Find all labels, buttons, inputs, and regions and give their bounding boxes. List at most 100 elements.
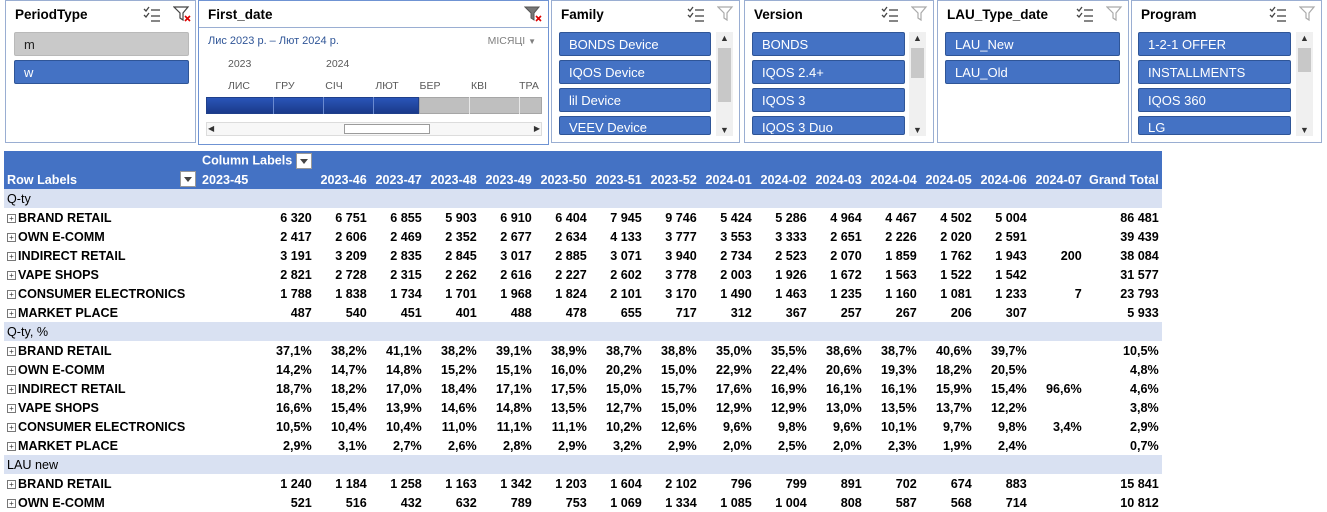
slicer-item[interactable]: LAU_New xyxy=(945,32,1120,56)
pivot-table: Column Labels Row Labels 2023-45 2023-46 2… xyxy=(4,151,1162,512)
scroll-left-icon[interactable]: ◀ xyxy=(208,124,215,133)
row-label: MARKET PLACE xyxy=(18,438,119,453)
value-cell: 15,2% xyxy=(441,362,477,377)
value-cell: 2 734 xyxy=(720,248,752,263)
value-cell: 39,7% xyxy=(991,343,1027,358)
slicer-item[interactable]: LAU_Old xyxy=(945,60,1120,84)
expand-icon[interactable]: + xyxy=(7,365,16,375)
slicer-item[interactable]: m xyxy=(14,32,189,56)
expand-icon[interactable]: + xyxy=(7,479,16,489)
expand-icon[interactable]: + xyxy=(7,346,16,356)
scrollbar[interactable]: ▲ ▼ xyxy=(909,32,926,136)
value-cell: 2 101 xyxy=(610,286,642,301)
value-cell: 39,1% xyxy=(496,343,532,358)
clear-filter-icon[interactable] xyxy=(1106,5,1124,23)
scroll-thumb[interactable] xyxy=(911,48,924,78)
expand-icon[interactable]: + xyxy=(7,422,16,432)
value-cell: 15,0% xyxy=(661,362,697,377)
section-fill xyxy=(534,189,590,208)
multi-select-icon[interactable] xyxy=(881,5,899,23)
expand-icon[interactable]: + xyxy=(7,251,16,261)
section-fill xyxy=(369,455,425,474)
scroll-up-icon[interactable]: ▲ xyxy=(720,33,729,43)
row-labels-header[interactable]: Row Labels xyxy=(4,170,199,189)
value-cell: 3 017 xyxy=(500,248,532,263)
slicer-item[interactable]: BONDS xyxy=(752,32,905,56)
scroll-thumb[interactable] xyxy=(718,48,731,102)
value-cell: 14,2% xyxy=(276,362,312,377)
value-cell: 1 943 xyxy=(995,248,1027,263)
slicer-item[interactable]: IQOS 3 Duo xyxy=(752,116,905,135)
expand-icon[interactable]: + xyxy=(7,289,16,299)
value-cell: 2 020 xyxy=(940,229,972,244)
expand-icon[interactable]: + xyxy=(7,270,16,280)
expand-icon[interactable]: + xyxy=(7,213,16,223)
slicer-item[interactable]: VEEV Device xyxy=(559,116,711,135)
section-fill xyxy=(1029,322,1085,341)
expand-icon[interactable]: + xyxy=(7,498,16,508)
value-cell: 487 xyxy=(290,305,312,320)
scroll-down-icon[interactable]: ▼ xyxy=(1300,125,1309,135)
row-label: VAPE SHOPS xyxy=(18,267,99,282)
column-filter-dropdown-icon[interactable] xyxy=(295,152,312,169)
expand-icon[interactable]: + xyxy=(7,308,16,318)
slicer-item[interactable]: IQOS 360 xyxy=(1138,88,1291,112)
scroll-up-icon[interactable]: ▲ xyxy=(913,33,922,43)
row-label: BRAND RETAIL xyxy=(18,476,112,491)
section-fill xyxy=(534,322,590,341)
timeline-selected-range[interactable] xyxy=(206,97,419,114)
clear-filter-icon[interactable] xyxy=(1299,5,1317,23)
value-cell: 1 004 xyxy=(775,495,807,510)
value-cell: 15 841 xyxy=(1120,476,1159,491)
timeline-unselected-range[interactable] xyxy=(419,97,542,114)
row-label-cell: + OWN E-COMM xyxy=(4,493,199,512)
value-cell: 0,7% xyxy=(1130,438,1159,453)
slicer-item[interactable]: IQOS 3 xyxy=(752,88,905,112)
slicer-item[interactable]: 1-2-1 OFFER xyxy=(1138,32,1291,56)
slicer-item[interactable]: INSTALLMENTS xyxy=(1138,60,1291,84)
expand-icon[interactable]: + xyxy=(7,232,16,242)
section-fill xyxy=(699,322,755,341)
value-cell: 41,1% xyxy=(386,343,422,358)
column-labels-header[interactable]: Column Labels xyxy=(199,151,315,170)
section-fill xyxy=(479,322,535,341)
expand-icon[interactable]: + xyxy=(7,403,16,413)
slicer-item[interactable]: IQOS 2.4+ xyxy=(752,60,905,84)
slicer-item[interactable]: lil Device xyxy=(559,88,711,112)
expand-icon[interactable]: + xyxy=(7,441,16,451)
value-cell: 13,0% xyxy=(826,400,862,415)
clear-filter-icon[interactable] xyxy=(717,5,735,23)
multi-select-icon[interactable] xyxy=(1076,5,1094,23)
multi-select-icon[interactable] xyxy=(687,5,705,23)
clear-filter-icon[interactable] xyxy=(173,5,191,23)
scroll-up-icon[interactable]: ▲ xyxy=(1300,33,1309,43)
slicer-item[interactable]: LG xyxy=(1138,116,1291,135)
multi-select-icon[interactable] xyxy=(143,5,161,23)
row-filter-dropdown-icon[interactable] xyxy=(180,171,196,187)
row-label: OWN E-COMM xyxy=(18,362,105,377)
value-cell: 19,3% xyxy=(881,362,917,377)
slicer-item[interactable]: IQOS Device xyxy=(559,60,711,84)
scroll-down-icon[interactable]: ▼ xyxy=(720,125,729,135)
timeline-level-select[interactable]: МІСЯЦІ ▼ xyxy=(488,35,536,47)
value-cell: 6 320 xyxy=(280,210,312,225)
clear-filter-icon[interactable] xyxy=(911,5,929,23)
slicer-item[interactable]: BONDS Device xyxy=(559,32,711,56)
timeline-scrollbar[interactable]: ◀ ▶ xyxy=(206,122,542,136)
multi-select-icon[interactable] xyxy=(1269,5,1287,23)
scrollbar[interactable]: ▲ ▼ xyxy=(716,32,733,136)
scroll-thumb[interactable] xyxy=(1298,48,1311,72)
section-label: LAU new xyxy=(4,455,199,474)
value-cell: 3 071 xyxy=(610,248,642,263)
scroll-down-icon[interactable]: ▼ xyxy=(913,125,922,135)
value-cell: 1 490 xyxy=(720,286,752,301)
scroll-right-icon[interactable]: ▶ xyxy=(533,124,540,133)
timeline-divider xyxy=(373,97,374,114)
value-cell: 714 xyxy=(1005,495,1027,510)
row-label: BRAND RETAIL xyxy=(18,343,112,358)
slicer-item[interactable]: w xyxy=(14,60,189,84)
clear-filter-icon[interactable] xyxy=(524,5,542,23)
scrollbar[interactable]: ▲ ▼ xyxy=(1296,32,1313,136)
scroll-thumb[interactable] xyxy=(344,124,430,134)
expand-icon[interactable]: + xyxy=(7,384,16,394)
